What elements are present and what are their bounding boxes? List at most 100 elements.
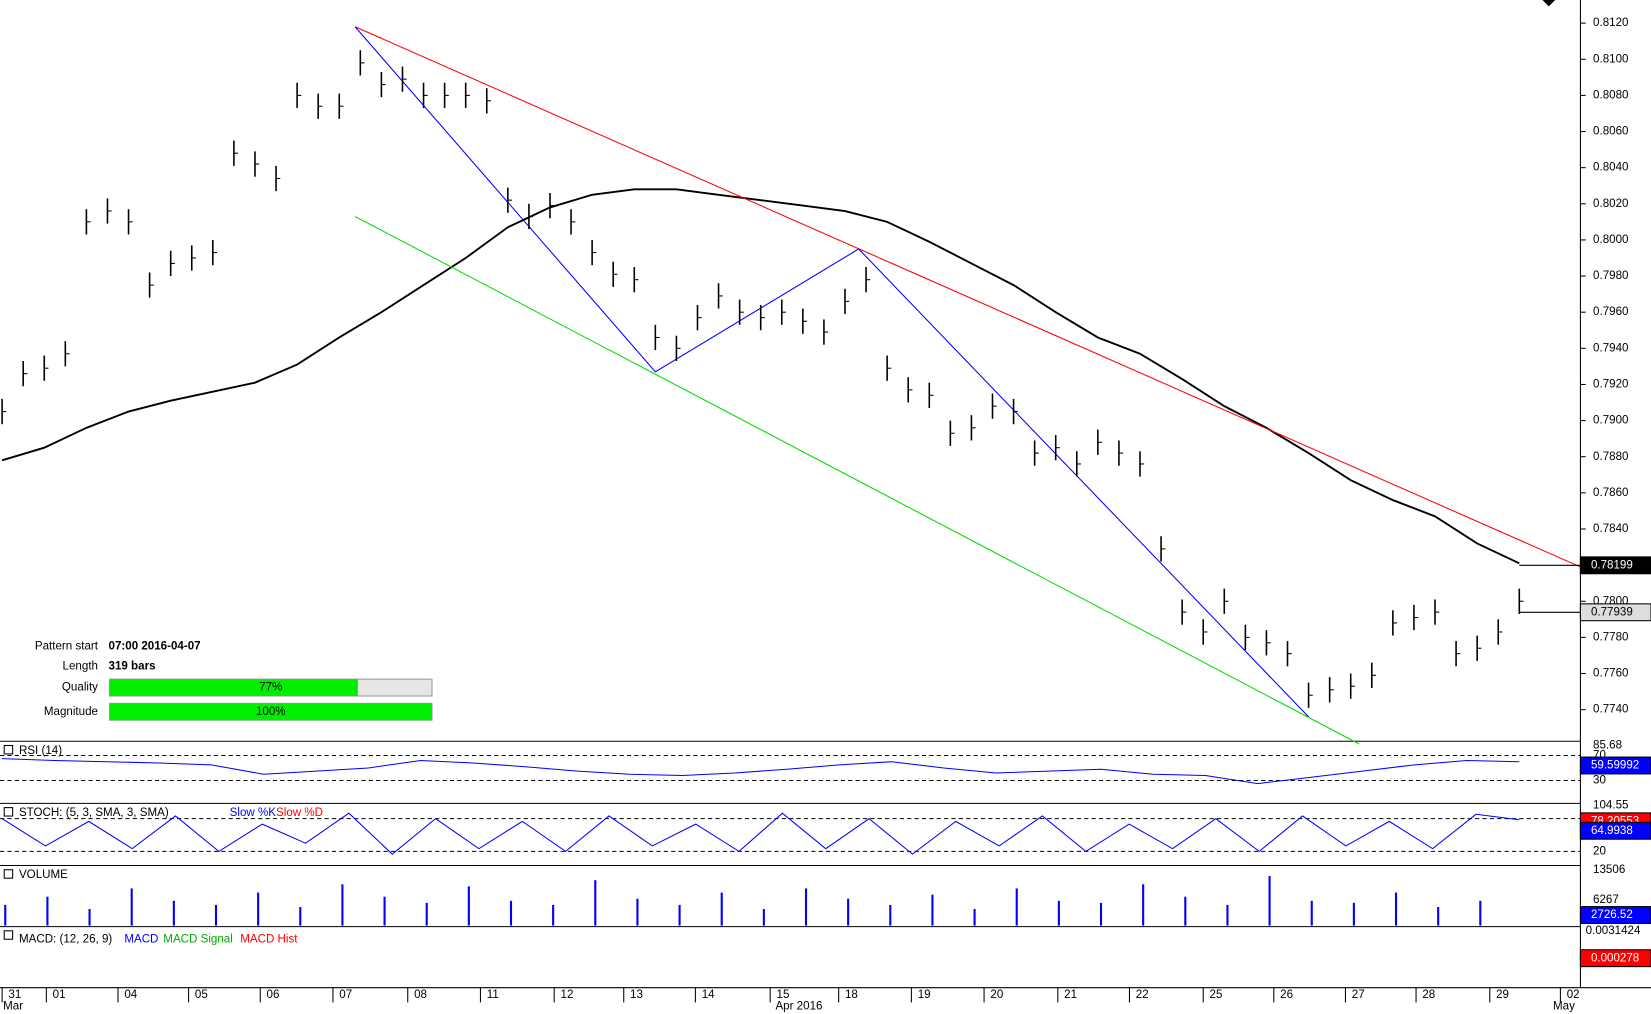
volume-bar [1226, 904, 1229, 926]
x-tick-label: 04 [124, 989, 137, 1001]
volume-bar [1099, 902, 1103, 926]
volume-bar [1015, 888, 1018, 926]
price-value-label: 0.77939 [1591, 606, 1633, 618]
y-tick-label: 0.7760 [1593, 668, 1628, 680]
volume-bar [172, 900, 175, 926]
pane-title: MACD: (12, 26, 9) [19, 933, 112, 945]
pane-title: VOLUME [19, 869, 68, 881]
meter-text: 100% [256, 706, 286, 718]
volume-bar [383, 896, 386, 926]
x-tick-label: 11 [487, 989, 499, 1001]
volume-bar [1394, 892, 1398, 926]
stoch-k-value-label: 78.20553 [1591, 815, 1639, 827]
moving-average [1, 188, 1520, 565]
volume-bar [257, 892, 260, 926]
y-tick-label: 0.8060 [1593, 126, 1628, 138]
support-line [354, 215, 1360, 745]
x-tick-label: 08 [414, 989, 427, 1001]
x-tick-label: 07 [339, 989, 352, 1001]
y-tick-label: 0.7840 [1593, 523, 1628, 535]
ma-value-label: 0.78199 [1591, 559, 1633, 571]
y-tick-label: 0.7860 [1593, 487, 1628, 499]
volume-bar [467, 886, 470, 926]
x-tick-label: 13 [630, 989, 643, 1001]
y-tick-label: 0.8020 [1593, 198, 1628, 210]
volume-bar [88, 909, 91, 926]
stoch-d-value-label: 64.9938 [1591, 825, 1633, 837]
y-tick-label: 0.8120 [1593, 17, 1628, 29]
x-tick-label: 26 [1280, 989, 1293, 1001]
meter-text: 77% [259, 682, 282, 694]
volume-bar [552, 904, 555, 926]
volume-bar [1437, 906, 1440, 926]
volume-bar [425, 902, 428, 926]
x-tick-label: 15 [777, 989, 790, 1001]
scroll-marker [1542, 0, 1556, 7]
price-value-label-box [1579, 603, 1651, 622]
volume-bar [1268, 876, 1271, 926]
x-tick-label: 02 [1567, 989, 1580, 1001]
y-tick-label: 0.7960 [1593, 306, 1628, 318]
volume-bar [341, 884, 344, 926]
volume-bar [931, 894, 934, 926]
pattern-label: Pattern start [35, 641, 99, 653]
stoch-k-name: Slow %K [230, 807, 277, 819]
y-tick-label: 70 [1593, 750, 1606, 762]
x-tick-label: 27 [1352, 989, 1365, 1001]
volume-bar [1352, 902, 1355, 926]
volume-bar [1184, 896, 1187, 926]
rsi-line [2, 758, 1520, 785]
y-tick-label: 0.7740 [1593, 704, 1628, 716]
x-tick-label: 21 [1064, 989, 1077, 1001]
y-tick-label: 0.8080 [1593, 89, 1628, 101]
ma-value-label-box [1579, 556, 1651, 575]
volume-bar [1479, 900, 1482, 926]
x-tick-label: 01 [53, 989, 66, 1001]
stoch-d-value-label-box [1579, 821, 1651, 840]
volume-bar [847, 898, 850, 926]
pattern-value: 07:00 2016-04-07 [109, 641, 201, 653]
y-tick-label: 0.7900 [1593, 415, 1628, 427]
volume-bar [762, 909, 765, 926]
resistance-line [354, 26, 1581, 568]
x-tick-label: 29 [1496, 989, 1509, 1001]
x-tick-label: 31 [8, 989, 21, 1001]
y-tick-label: 0.7920 [1593, 379, 1628, 391]
toggle [3, 930, 14, 940]
pane-title: RSI (14) [19, 745, 62, 757]
volume-bar [804, 888, 808, 926]
volume-bar [509, 900, 513, 926]
macd-name: MACD [124, 933, 158, 945]
volume-bar [594, 880, 597, 926]
macd-value-label-box [1579, 949, 1651, 968]
x-tick-label: 12 [561, 989, 574, 1001]
y-tick-label: 0.7940 [1593, 342, 1628, 354]
volume-bar [973, 909, 976, 926]
volume-bar [1142, 884, 1145, 926]
x-tick-label: 14 [702, 989, 715, 1001]
y-tick-label: 104.55 [1593, 799, 1628, 811]
y-tick-label: 13506 [1593, 864, 1625, 876]
month-label: May [1553, 1001, 1575, 1013]
x-tick-label: 05 [195, 989, 208, 1001]
x-tick-label: 19 [918, 989, 931, 1001]
y-tick-label: 0.7800 [1593, 595, 1628, 607]
frames [0, 0, 1651, 989]
volume-bar [1057, 900, 1060, 926]
x-tick-label: 22 [1136, 989, 1149, 1001]
pane-title: STOCH: (5, 3, SMA, 3, SMA) [19, 807, 169, 819]
pattern-label: Quality [62, 682, 98, 694]
volume-bar [214, 904, 218, 926]
volume-bar [130, 888, 133, 926]
y-tick-label: 0.7980 [1593, 270, 1628, 282]
rsi-value-label-box [1579, 756, 1651, 775]
macd-signal-name: MACD Signal [163, 933, 233, 945]
volume-bar [636, 898, 639, 926]
stoch-line [1, 812, 1520, 855]
pattern-label: Magnitude [44, 706, 98, 718]
rsi-value-label: 59.59992 [1591, 760, 1639, 772]
y-tick-label: 0.8100 [1593, 53, 1628, 65]
month-label: Mar [3, 1001, 23, 1013]
